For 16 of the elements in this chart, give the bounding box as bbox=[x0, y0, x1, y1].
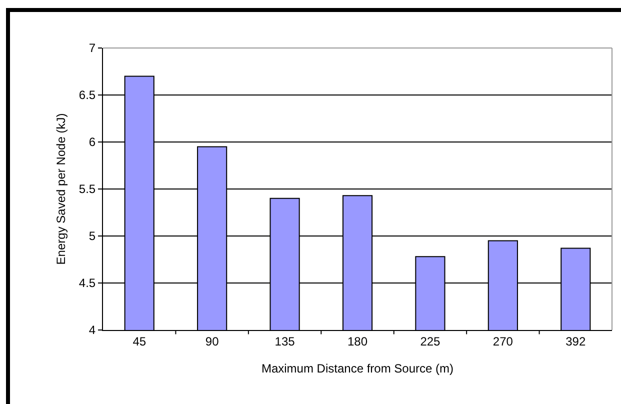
y-axis-title: Energy Saved per Node (kJ) bbox=[54, 113, 68, 265]
x-tick-label: 135 bbox=[274, 334, 296, 348]
y-tick-label: 5 bbox=[88, 229, 96, 244]
x-tick-label: 45 bbox=[132, 334, 146, 348]
x-tick-label: 270 bbox=[492, 334, 514, 348]
x-tick-label: 225 bbox=[420, 334, 441, 348]
x-axis-title: Maximum Distance from Source (m) bbox=[261, 361, 454, 376]
y-tick-label: 4.5 bbox=[78, 276, 96, 290]
y-tick-label: 6.5 bbox=[78, 88, 96, 102]
x-tick-label: 392 bbox=[566, 334, 586, 348]
y-tick-label: 4 bbox=[88, 323, 96, 338]
y-tick-label: 6 bbox=[88, 135, 96, 150]
y-tick-label: 7 bbox=[88, 41, 96, 56]
x-tick-label: 90 bbox=[205, 334, 220, 348]
x-tick-label: 180 bbox=[347, 334, 368, 348]
y-tick-label: 5.5 bbox=[78, 182, 96, 196]
